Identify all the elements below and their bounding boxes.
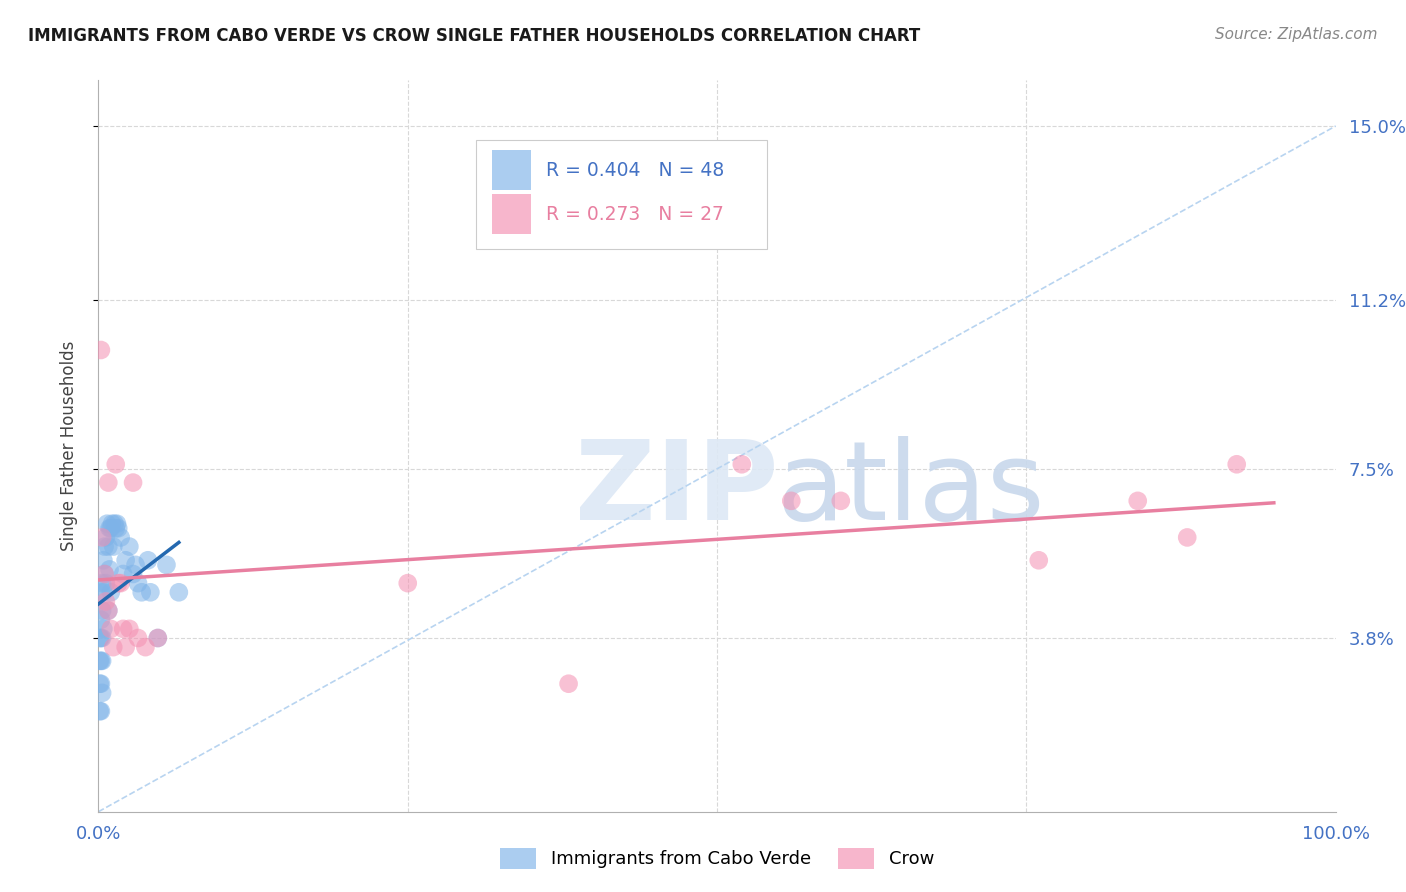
Bar	[492, 194, 531, 235]
Point	[90, 613, 112, 627]
Point	[89, 704, 111, 718]
Text: R = 0.404   N = 48: R = 0.404 N = 48	[547, 161, 724, 180]
Point	[146, 631, 169, 645]
Point	[90, 343, 112, 357]
Point	[97, 475, 120, 490]
Point	[139, 585, 162, 599]
Point	[90, 704, 112, 718]
Point	[396, 576, 419, 591]
Point	[89, 676, 111, 690]
Point	[557, 676, 579, 690]
Point	[91, 686, 114, 700]
Point	[1226, 458, 1249, 472]
Point	[134, 640, 156, 655]
Point	[131, 585, 153, 599]
Point	[167, 585, 190, 599]
Point	[1028, 553, 1050, 567]
Point	[104, 458, 127, 472]
Point	[114, 640, 136, 655]
Text: ZIP: ZIP	[575, 436, 778, 543]
Point	[155, 558, 177, 572]
Point	[91, 603, 114, 617]
Point	[98, 521, 121, 535]
Point	[105, 516, 128, 531]
Point	[103, 540, 125, 554]
Point	[127, 576, 149, 591]
Point	[107, 521, 129, 535]
Point	[103, 640, 125, 655]
Point	[112, 567, 135, 582]
Point	[136, 553, 159, 567]
Point	[96, 516, 118, 531]
FancyBboxPatch shape	[475, 140, 766, 249]
Text: atlas: atlas	[776, 436, 1045, 543]
Point	[780, 493, 803, 508]
Point	[93, 540, 115, 554]
Point	[97, 603, 120, 617]
Point	[110, 576, 132, 591]
Point	[91, 576, 114, 591]
Point	[146, 631, 169, 645]
Point	[110, 530, 132, 544]
Point	[107, 576, 129, 591]
Text: Source: ZipAtlas.com: Source: ZipAtlas.com	[1215, 27, 1378, 42]
Point	[104, 521, 127, 535]
Point	[1126, 493, 1149, 508]
Point	[118, 622, 141, 636]
Point	[91, 530, 114, 544]
Bar	[492, 150, 531, 190]
Point	[114, 553, 136, 567]
Point	[89, 654, 111, 668]
Text: IMMIGRANTS FROM CABO VERDE VS CROW SINGLE FATHER HOUSEHOLDS CORRELATION CHART: IMMIGRANTS FROM CABO VERDE VS CROW SINGL…	[28, 27, 921, 45]
Y-axis label: Single Father Households: Single Father Households	[59, 341, 77, 551]
Point	[100, 521, 122, 535]
Point	[90, 585, 112, 599]
Point	[93, 553, 115, 567]
Point	[127, 631, 149, 645]
Legend: Immigrants from Cabo Verde, Crow: Immigrants from Cabo Verde, Crow	[494, 840, 941, 876]
Point	[93, 622, 115, 636]
Point	[100, 622, 122, 636]
Point	[93, 585, 115, 599]
Point	[89, 631, 111, 645]
Point	[90, 676, 112, 690]
Point	[112, 622, 135, 636]
Point	[91, 631, 114, 645]
Point	[94, 530, 117, 544]
Text: R = 0.273   N = 27: R = 0.273 N = 27	[547, 204, 724, 224]
Point	[830, 493, 852, 508]
Point	[731, 458, 754, 472]
Point	[94, 576, 117, 591]
Point	[101, 516, 124, 531]
Point	[124, 558, 146, 572]
Point	[118, 540, 141, 554]
Point	[93, 567, 115, 582]
Point	[94, 594, 117, 608]
Point	[103, 516, 125, 531]
Point	[90, 654, 112, 668]
Point	[122, 567, 145, 582]
Point	[122, 475, 145, 490]
Point	[93, 567, 115, 582]
Point	[1175, 530, 1198, 544]
Point	[91, 654, 114, 668]
Point	[97, 540, 120, 554]
Point	[90, 631, 112, 645]
Point	[100, 585, 122, 599]
Point	[97, 603, 120, 617]
Point	[98, 562, 121, 576]
